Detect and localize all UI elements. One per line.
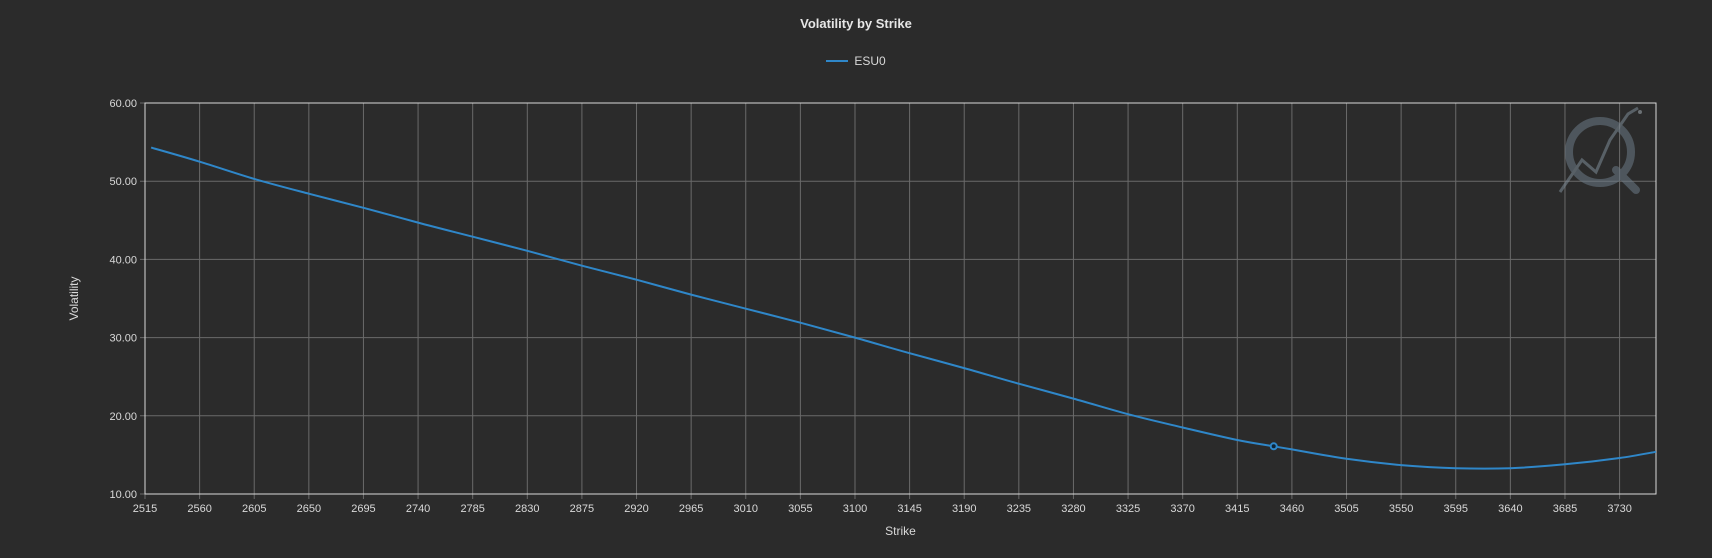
x-tick-label: 3370	[1170, 503, 1194, 515]
x-tick-label: 3100	[843, 503, 867, 515]
x-tick-label: 3640	[1498, 503, 1522, 515]
series-marker-point[interactable]	[1269, 442, 1278, 451]
y-tick-label: 50.00	[109, 176, 137, 188]
legend-swatch-esu0	[826, 60, 849, 62]
x-tick-label: 2695	[351, 503, 375, 515]
x-tick-label: 3145	[897, 503, 921, 515]
x-tick-label: 2605	[242, 503, 266, 515]
grid-lines	[140, 102, 1656, 499]
x-tick-label: 3460	[1280, 503, 1304, 515]
x-tick-label: 3595	[1444, 503, 1468, 515]
legend[interactable]: ESU0	[0, 54, 1712, 68]
y-tick-label: 30.00	[109, 333, 137, 345]
y-axis-title: Volatility	[67, 276, 81, 320]
x-tick-label: 3505	[1334, 503, 1358, 515]
x-tick-label: 2920	[624, 503, 648, 515]
x-tick-label: 3415	[1225, 503, 1249, 515]
x-tick-label: 2965	[679, 503, 703, 515]
series-line-esu0[interactable]	[150, 146, 1657, 470]
y-tick-label: 60.00	[109, 98, 137, 110]
x-tick-label: 2830	[515, 503, 539, 515]
x-tick-label: 2740	[406, 503, 430, 515]
y-tick-label: 40.00	[109, 254, 137, 266]
chart-title: Volatility by Strike	[800, 16, 912, 31]
x-tick-label: 3010	[734, 503, 758, 515]
legend-label-esu0: ESU0	[854, 54, 886, 68]
y-tick-label: 10.00	[109, 489, 137, 501]
x-tick-label: 2785	[460, 503, 484, 515]
y-tick-label: 20.00	[109, 411, 137, 423]
y-axis-ticks: 10.00 20.00 30.00 40.00 50.00 60.00	[109, 98, 137, 501]
x-tick-label: 3685	[1553, 503, 1577, 515]
x-tick-label: 3730	[1607, 503, 1631, 515]
x-tick-label: 2650	[297, 503, 321, 515]
x-tick-label: 3055	[788, 503, 812, 515]
x-tick-label: 3325	[1116, 503, 1140, 515]
x-tick-label: 3280	[1061, 503, 1085, 515]
x-tick-label: 2875	[570, 503, 594, 515]
x-tick-label: 3190	[952, 503, 976, 515]
x-tick-label: 3235	[1007, 503, 1031, 515]
x-axis-title: Strike	[885, 524, 916, 538]
x-tick-label: 2515	[133, 503, 157, 515]
watermark-logo-icon	[1558, 106, 1642, 194]
x-axis-ticks: 2515 2560 2605 2650 2695 2740 2785 2830 2875 2920…	[133, 503, 1632, 515]
plot-frame	[144, 102, 1657, 495]
x-tick-label: 2560	[187, 503, 211, 515]
x-tick-label: 3550	[1389, 503, 1413, 515]
